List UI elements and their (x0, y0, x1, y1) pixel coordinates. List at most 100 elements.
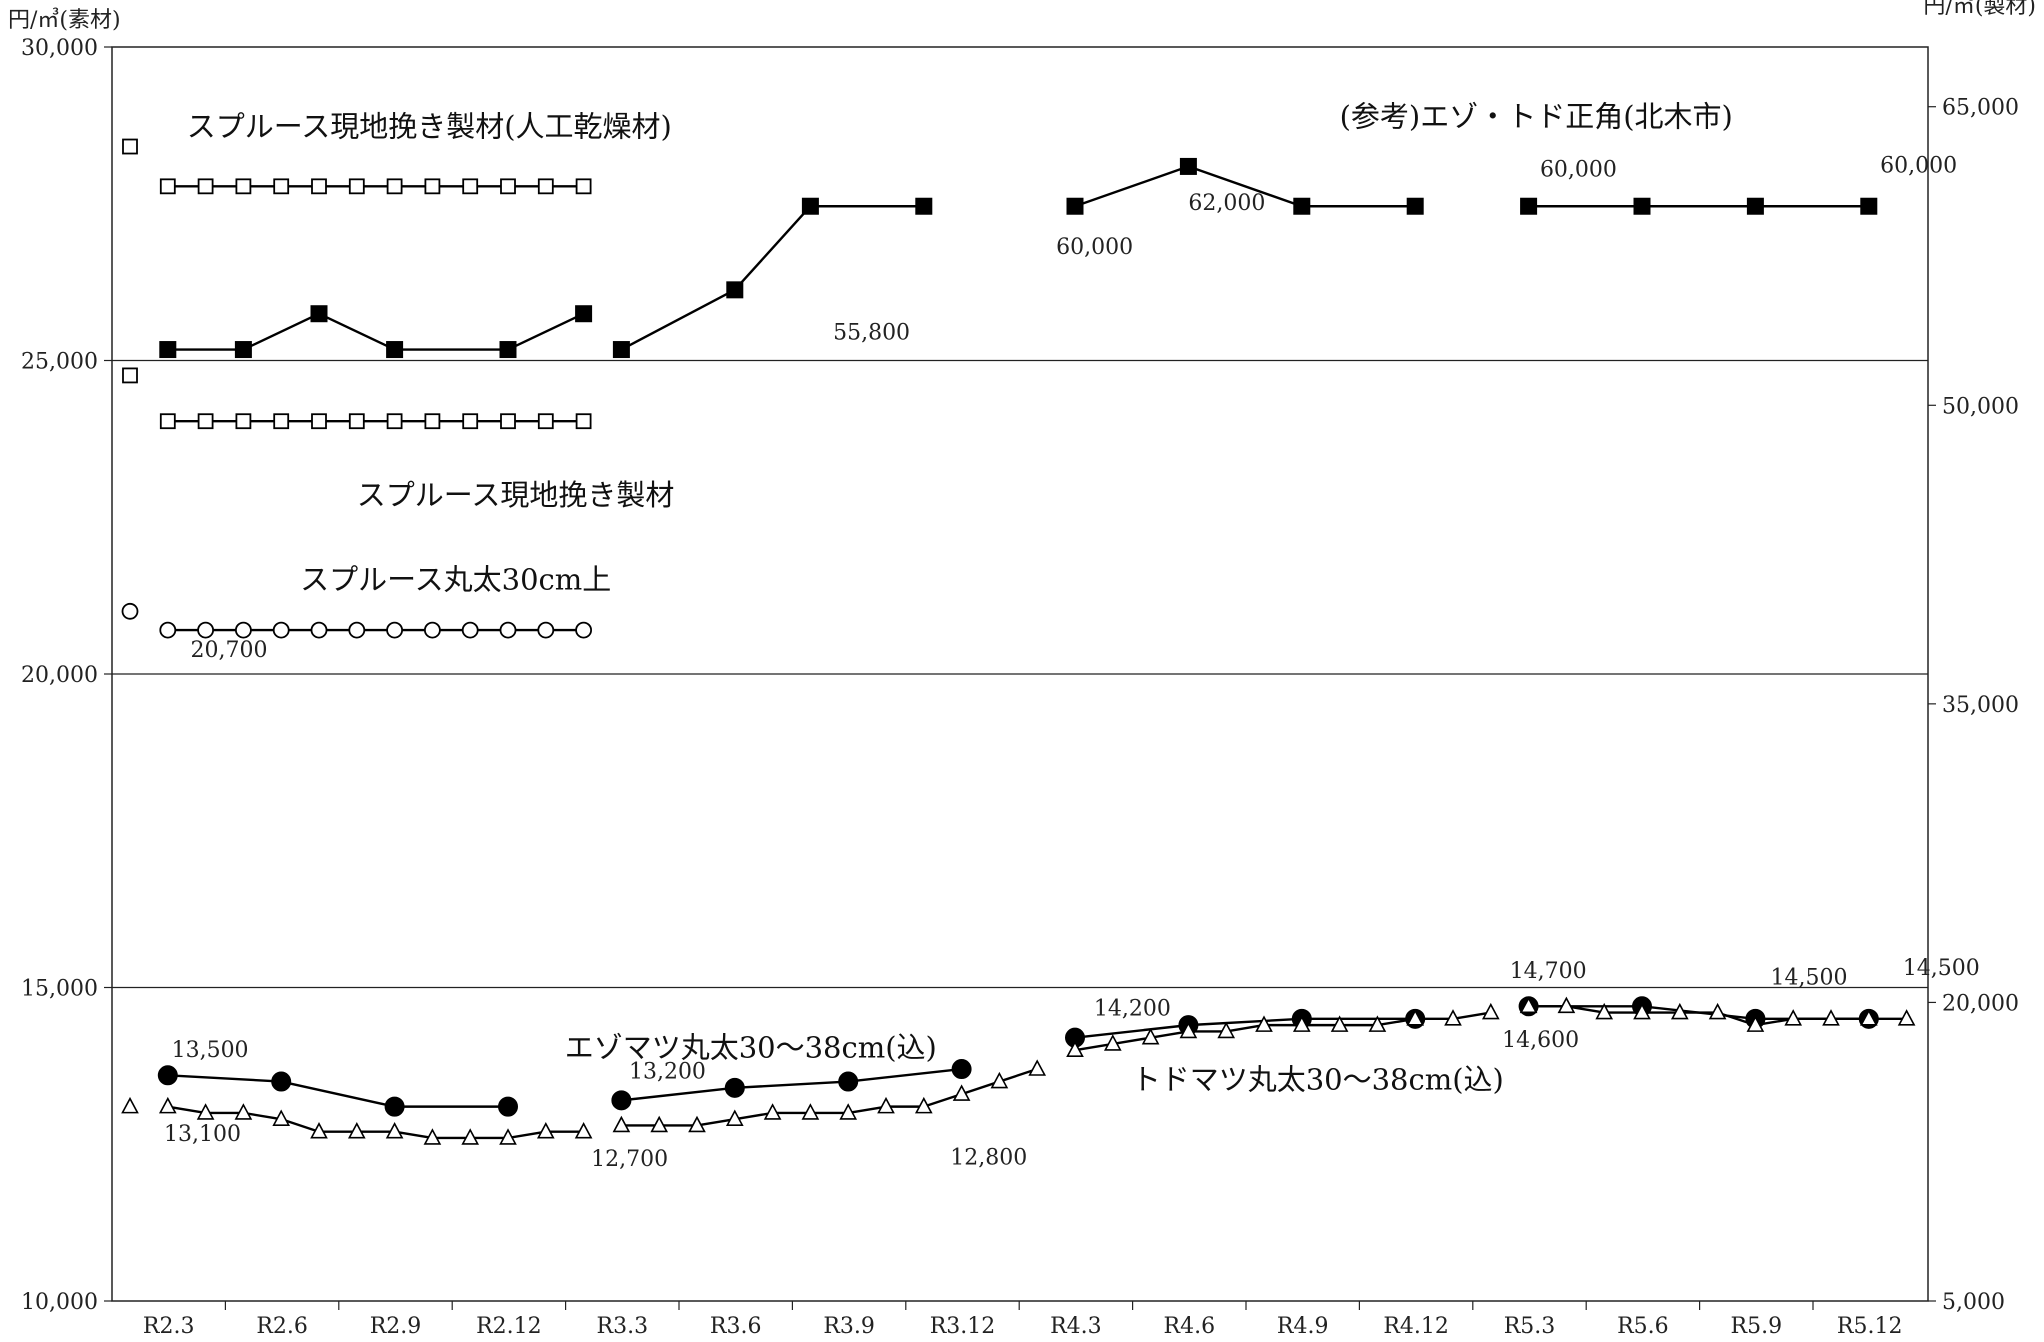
data-point (424, 413, 441, 430)
data-point (725, 1109, 744, 1126)
data-point (1330, 1015, 1349, 1032)
data-point (197, 413, 214, 430)
data-point (348, 178, 365, 195)
data-point (310, 305, 328, 323)
left-tick-label: 20,000 (21, 663, 98, 688)
data-point (498, 1096, 518, 1117)
data-point (386, 413, 403, 430)
data-point (575, 178, 592, 195)
data-point (1292, 1015, 1311, 1032)
data-label: 62,000 (1188, 191, 1265, 216)
data-point (159, 621, 177, 639)
data-label: 55,800 (833, 321, 910, 346)
data-point (575, 413, 592, 430)
right-tick-label: 65,000 (1942, 96, 2019, 121)
data-point (1179, 157, 1197, 175)
left-axis-unit: 円/㎥(素材) (8, 7, 121, 33)
data-point (310, 1122, 328, 1139)
left-tick-label: 30,000 (21, 36, 98, 61)
x-tick-label: R5.3 (1504, 1314, 1556, 1339)
series-line (620, 205, 924, 351)
x-tick-label: R3.6 (710, 1314, 762, 1339)
data-point (1746, 1015, 1765, 1032)
data-point (499, 341, 517, 359)
series-line (621, 1067, 1038, 1127)
data-point (121, 1096, 139, 1114)
data-point (611, 1090, 632, 1111)
data-label: 14,700 (1510, 959, 1587, 984)
data-point (1103, 1034, 1122, 1051)
data-point (386, 178, 403, 195)
data-point (158, 1096, 177, 1114)
data-point (952, 1084, 971, 1101)
x-tick-label: R5.12 (1837, 1314, 1903, 1339)
data-point (310, 621, 328, 639)
series-label: スプルース現地挽き製材 (357, 478, 675, 512)
data-label: 14,500 (1771, 965, 1848, 990)
data-point (500, 413, 516, 430)
series-todomatsu (121, 996, 1916, 1145)
data-point (122, 367, 138, 384)
series-label: トドマツ丸太30～38cm(込) (1132, 1063, 1504, 1097)
data-point (1519, 996, 1538, 1014)
data-point (273, 413, 290, 430)
data-point (500, 178, 516, 195)
data-point (726, 281, 744, 299)
data-point (424, 178, 441, 195)
data-point (1595, 1002, 1614, 1020)
left-axis: 10,000 15,000 20,000 25,000 30,000 (21, 36, 112, 1315)
data-point (839, 1103, 858, 1120)
series-label: スプルース現地挽き製材(人工乾燥材) (187, 110, 672, 144)
series-spruce_lumber (122, 367, 592, 430)
data-point (1406, 1009, 1425, 1026)
series-spruce_log (121, 602, 592, 639)
data-point (990, 1071, 1009, 1089)
data-point (348, 413, 365, 430)
series-line (1074, 1011, 1491, 1052)
data-point (537, 178, 554, 195)
data-point (1406, 197, 1424, 215)
right-tick-label: 35,000 (1942, 693, 2019, 718)
left-tick-label: 15,000 (21, 977, 98, 1002)
data-point (801, 1103, 820, 1120)
data-point (575, 305, 593, 323)
data-point (915, 197, 933, 215)
data-point (273, 178, 290, 195)
data-point (914, 1096, 933, 1114)
data-point (121, 602, 139, 620)
data-label: 14,200 (1094, 997, 1171, 1022)
series-label: エゾマツ丸太30～38cm(込) (565, 1031, 937, 1065)
left-tick-label: 25,000 (21, 350, 98, 375)
data-label: 20,700 (190, 638, 267, 663)
x-tick-label: R4.9 (1277, 1314, 1329, 1339)
data-point (838, 1071, 859, 1092)
data-point (197, 621, 215, 639)
data-point (385, 1122, 404, 1139)
gridlines (112, 359, 1928, 989)
data-point (271, 1071, 292, 1092)
right-tick-label: 50,000 (1942, 394, 2019, 419)
data-point (197, 178, 214, 195)
series-line (167, 1105, 584, 1140)
data-point (1557, 996, 1576, 1014)
data-point (1028, 1059, 1047, 1076)
right-axis-unit: 円/㎥(製材) (1923, 0, 2036, 19)
data-point (1368, 1015, 1387, 1032)
data-point (234, 1103, 253, 1120)
series-line (167, 312, 585, 351)
x-tick-label: R2.12 (476, 1314, 542, 1339)
data-point (1141, 1027, 1160, 1045)
data-point (462, 413, 479, 430)
data-label: 60,000 (1056, 235, 1133, 260)
right-axis: 5,000 20,000 35,000 50,000 65,000 (1928, 96, 2019, 1315)
data-point (612, 341, 630, 359)
x-tick-label: R2.6 (256, 1314, 308, 1339)
data-point (1897, 1009, 1916, 1026)
data-point (461, 1128, 480, 1145)
data-point (462, 178, 479, 195)
data-point (423, 1128, 442, 1145)
data-point (801, 197, 819, 215)
x-tick-label: R2.3 (143, 1314, 195, 1339)
data-point (1217, 1021, 1236, 1039)
